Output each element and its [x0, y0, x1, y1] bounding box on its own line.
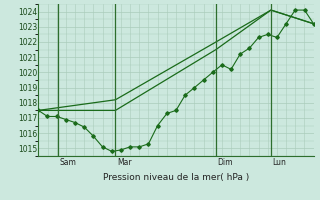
- Text: Lun: Lun: [272, 158, 286, 167]
- X-axis label: Pression niveau de la mer( hPa ): Pression niveau de la mer( hPa ): [103, 173, 249, 182]
- Text: Sam: Sam: [59, 158, 76, 167]
- Text: Dim: Dim: [217, 158, 233, 167]
- Text: Mar: Mar: [117, 158, 132, 167]
